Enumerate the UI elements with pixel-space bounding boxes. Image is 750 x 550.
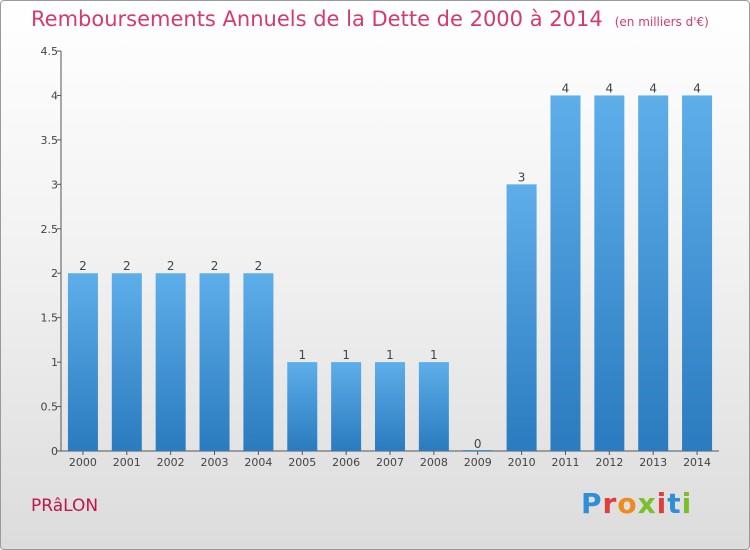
commune-name: PRâLON: [31, 496, 99, 516]
y-tick-label: 4: [51, 89, 58, 102]
x-tick-label: 2012: [595, 456, 623, 469]
bar-value-label: 1: [298, 348, 306, 362]
logo-letter: x: [637, 487, 657, 520]
logo-letter: i: [656, 487, 668, 520]
bar-value-label: 4: [649, 81, 657, 95]
x-tick-label: 2008: [420, 456, 448, 469]
x-tick-label: 2014: [683, 456, 711, 469]
chart-title-text: Remboursements Annuels de la Dette de 20…: [31, 7, 603, 31]
y-tick-label: 2: [51, 267, 58, 280]
bar: [550, 95, 581, 451]
y-tick-label: 1: [51, 356, 58, 369]
bar-value-label: 4: [606, 81, 614, 95]
y-tick-label: 2.5: [41, 223, 59, 236]
bar: [682, 95, 713, 451]
bar: [506, 184, 537, 452]
x-tick-label: 2004: [244, 456, 272, 469]
bar: [243, 273, 274, 451]
bar-value-label: 3: [518, 170, 526, 184]
x-tick-label: 2013: [639, 456, 667, 469]
bar-value-label: 0: [474, 437, 482, 451]
bar: [462, 450, 493, 451]
bar-value-label: 2: [79, 259, 87, 273]
bar-value-label: 2: [255, 259, 263, 273]
bar: [375, 362, 405, 451]
proxiti-logo: Proxiti: [581, 487, 692, 520]
logo-letter: r: [602, 487, 618, 520]
y-tick-label: 4.5: [41, 45, 59, 58]
chart-title: Remboursements Annuels de la Dette de 20…: [31, 7, 709, 31]
y-tick-label: 3.5: [41, 134, 59, 147]
x-tick-label: 2007: [376, 456, 404, 469]
bar-value-label: 2: [167, 259, 175, 273]
bar: [287, 362, 318, 451]
logo-letter: i: [681, 487, 693, 520]
bar: [638, 95, 669, 451]
x-tick-label: 2003: [201, 456, 229, 469]
bar-value-label: 1: [342, 348, 350, 362]
bar-value-label: 4: [693, 81, 701, 95]
logo-letter: P: [581, 487, 603, 520]
bar: [594, 95, 625, 451]
bar: [199, 273, 230, 451]
bar-value-label: 4: [562, 81, 570, 95]
bar-value-label: 1: [386, 348, 394, 362]
logo-letter: o: [617, 487, 638, 520]
bar-value-label: 1: [430, 348, 438, 362]
logo-letter: t: [667, 487, 682, 520]
x-tick-label: 2002: [157, 456, 185, 469]
chart-unit-label: (en milliers d'€): [614, 15, 709, 29]
y-tick-label: 0: [51, 445, 58, 458]
bar: [155, 273, 186, 451]
x-tick-label: 2005: [288, 456, 316, 469]
x-tick-label: 2010: [508, 456, 536, 469]
bar-value-label: 2: [211, 259, 219, 273]
bar-value-label: 2: [123, 259, 131, 273]
bar: [67, 273, 98, 451]
x-tick-label: 2006: [332, 456, 360, 469]
x-tick-label: 2009: [464, 456, 492, 469]
x-tick-label: 2011: [551, 456, 579, 469]
x-tick-label: 2001: [113, 456, 141, 469]
x-tick-label: 2000: [69, 456, 97, 469]
y-tick-label: 3: [51, 178, 58, 191]
bar: [111, 273, 142, 451]
y-tick-label: 0.5: [41, 401, 59, 414]
bar: [418, 362, 449, 451]
y-tick-label: 1.5: [41, 312, 59, 325]
bar: [331, 362, 362, 451]
